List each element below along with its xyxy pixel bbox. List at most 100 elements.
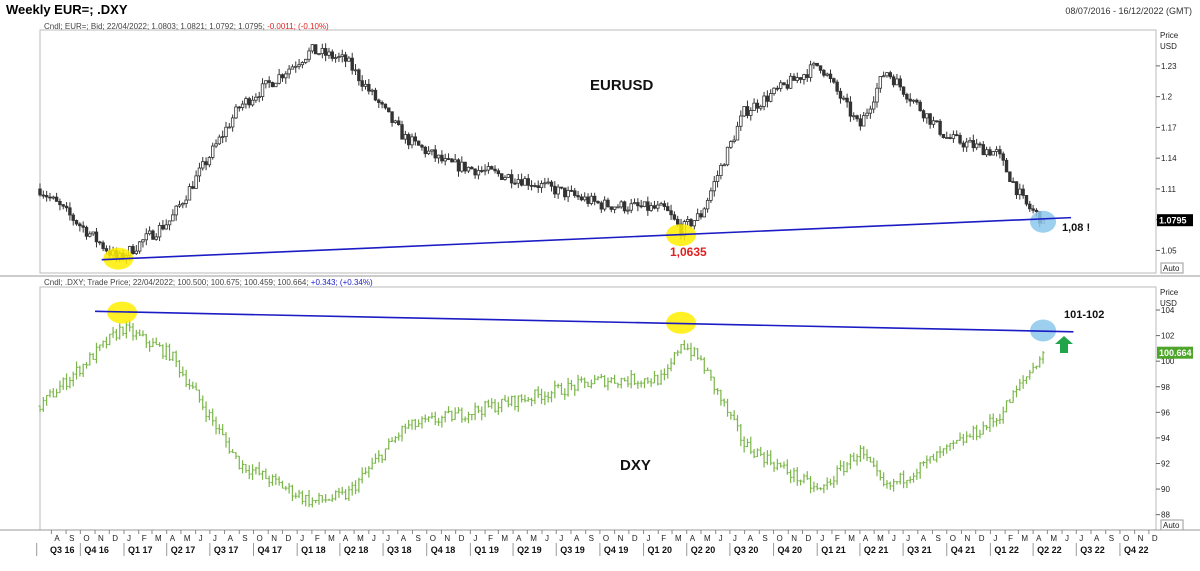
month-label: S bbox=[69, 534, 74, 543]
candle-body bbox=[264, 80, 268, 85]
candle-body bbox=[373, 89, 378, 101]
auto-scale-button[interactable] bbox=[1160, 519, 1184, 531]
y-tick-label: 90 bbox=[1161, 485, 1170, 494]
trendline bbox=[101, 216, 1072, 261]
eurusd-label: EURUSD bbox=[590, 77, 654, 94]
candle-body bbox=[549, 181, 554, 187]
month-label: M bbox=[675, 534, 682, 543]
candle-body bbox=[905, 93, 909, 100]
candle-body bbox=[94, 231, 99, 243]
candle-body bbox=[476, 170, 481, 176]
month-label: S bbox=[242, 534, 247, 543]
candle-body bbox=[589, 195, 594, 204]
quarter-label: Q4 22 bbox=[1124, 545, 1149, 555]
y-tick-label: 94 bbox=[1161, 434, 1170, 443]
quarter-label: Q4 16 bbox=[84, 545, 109, 555]
auto-scale-button[interactable] bbox=[1160, 262, 1184, 274]
candle-body bbox=[61, 204, 65, 207]
candle-body bbox=[1024, 195, 1029, 205]
candle-body bbox=[785, 84, 790, 89]
candle-body bbox=[240, 103, 245, 108]
month-label: J bbox=[559, 534, 563, 543]
candle-body bbox=[755, 102, 760, 109]
candle-body bbox=[433, 149, 437, 159]
candle-body bbox=[220, 136, 225, 138]
candle-body bbox=[659, 203, 663, 206]
candle-body bbox=[197, 167, 202, 177]
auto-scale-label: Auto bbox=[1163, 521, 1180, 530]
month-label: J bbox=[719, 534, 723, 543]
candle-body bbox=[71, 214, 75, 221]
candle-body bbox=[722, 164, 726, 167]
candle-body bbox=[576, 195, 580, 198]
candle-body bbox=[330, 51, 334, 59]
candle-body bbox=[513, 182, 517, 185]
candle-body bbox=[297, 64, 301, 67]
candle-body bbox=[775, 87, 780, 90]
month-label: J bbox=[473, 534, 477, 543]
candle-body bbox=[397, 120, 401, 126]
axis-unit: USD bbox=[1160, 42, 1177, 51]
candle-body bbox=[695, 213, 700, 221]
month-label: J bbox=[1065, 534, 1069, 543]
month-label: D bbox=[459, 534, 465, 543]
candle-body bbox=[818, 65, 823, 71]
candle-body bbox=[579, 196, 584, 201]
candle-body bbox=[918, 101, 922, 112]
y-tick-label: 98 bbox=[1161, 383, 1170, 392]
month-label: M bbox=[848, 534, 855, 543]
month-label: N bbox=[791, 534, 797, 543]
candle-body bbox=[885, 72, 889, 77]
candle-body bbox=[974, 143, 979, 149]
candle-body bbox=[343, 54, 348, 62]
candle-body bbox=[539, 183, 544, 188]
candle-body bbox=[908, 98, 912, 102]
last-value-label: 1.0795 bbox=[1159, 216, 1187, 226]
month-label: N bbox=[964, 534, 970, 543]
candle-body bbox=[260, 83, 265, 97]
candle-body bbox=[413, 136, 418, 142]
month-label: A bbox=[170, 534, 176, 543]
candle-body bbox=[739, 115, 743, 127]
candle-body bbox=[84, 226, 89, 237]
candle-body bbox=[337, 56, 341, 58]
month-label: A bbox=[921, 534, 927, 543]
candle-body bbox=[569, 189, 574, 192]
candle-body bbox=[862, 115, 866, 127]
month-label: A bbox=[1036, 534, 1042, 543]
candle-body bbox=[496, 170, 501, 175]
candle-body bbox=[506, 174, 511, 178]
candle-body bbox=[772, 87, 776, 95]
candle-body bbox=[546, 181, 550, 184]
candle-body bbox=[685, 219, 690, 222]
quarter-label: Q4 17 bbox=[258, 545, 283, 555]
candle-body bbox=[423, 146, 427, 155]
candle-body bbox=[48, 196, 52, 199]
candle-body bbox=[709, 190, 713, 201]
candle-body bbox=[486, 166, 491, 171]
candle-body bbox=[998, 149, 1002, 155]
candle-body bbox=[1034, 209, 1039, 212]
candle-body bbox=[798, 77, 803, 80]
candle-body bbox=[981, 144, 985, 156]
candle-body bbox=[280, 74, 285, 79]
candle-body bbox=[928, 113, 932, 125]
candle-body bbox=[416, 140, 421, 146]
candle-body bbox=[815, 62, 819, 67]
month-label: M bbox=[1021, 534, 1028, 543]
candle-body bbox=[596, 201, 600, 204]
candle-body bbox=[1021, 188, 1025, 196]
candle-body bbox=[207, 157, 212, 166]
candle-body bbox=[490, 166, 494, 170]
month-label: S bbox=[936, 534, 941, 543]
candle-body bbox=[636, 202, 640, 207]
month-label: M bbox=[357, 534, 364, 543]
auto-scale-label: Auto bbox=[1163, 264, 1180, 273]
candle-body bbox=[387, 107, 391, 113]
candle-body bbox=[719, 165, 723, 176]
dxy-chart: Cndl; .DXY; Trade Price; 22/04/2022; 100… bbox=[38, 278, 1193, 531]
quarter-label: Q2 20 bbox=[691, 545, 716, 555]
candle-body bbox=[473, 168, 477, 176]
month-label: D bbox=[979, 534, 985, 543]
